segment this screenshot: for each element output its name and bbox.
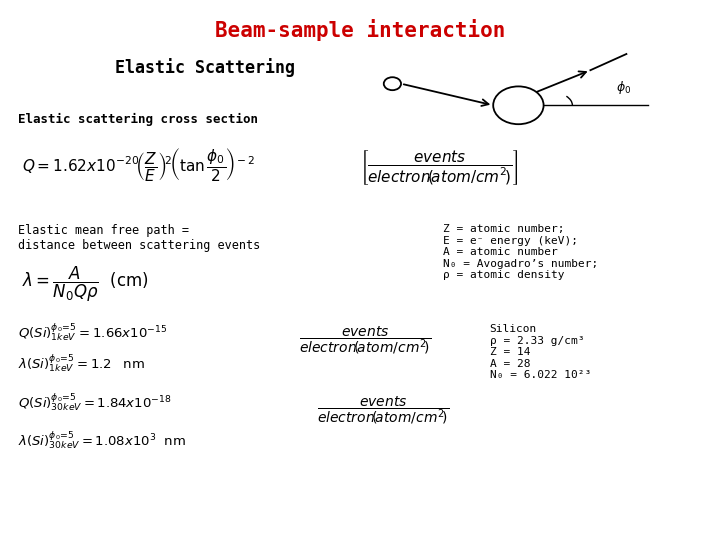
Text: $\lambda(Si)^{\phi_0\!=\!5}_{1keV} = 1.2\;$  nm: $\lambda(Si)^{\phi_0\!=\!5}_{1keV} = 1.2…: [18, 352, 145, 374]
Text: Elastic mean free path =
distance between scattering events: Elastic mean free path = distance betwee…: [18, 224, 260, 252]
Text: $Q(Si)^{\phi_0\!=\!5}_{30keV} = 1.84x10^{-18}$: $Q(Si)^{\phi_0\!=\!5}_{30keV} = 1.84x10^…: [18, 392, 171, 413]
Text: Elastic Scattering: Elastic Scattering: [115, 58, 295, 77]
Text: Elastic scattering cross section: Elastic scattering cross section: [18, 113, 258, 126]
Text: $Q(Si)^{\phi_0\!=\!5}_{1keV} = 1.66x10^{-15}$: $Q(Si)^{\phi_0\!=\!5}_{1keV} = 1.66x10^{…: [18, 321, 167, 343]
Text: $\left[\dfrac{\it{events}}{\it{electron}\!\left(\!atom/cm^2\!\right)}\right]$: $\left[\dfrac{\it{events}}{\it{electron}…: [360, 148, 518, 186]
Text: Beam-sample interaction: Beam-sample interaction: [215, 19, 505, 41]
Text: Z = atomic number;
E = e⁻ energy (keV);
A = atomic number
N₀ = Avogadro’s number: Z = atomic number; E = e⁻ energy (keV); …: [443, 224, 598, 280]
Text: Silicon
ρ = 2.33 g/cm³
Z = 14
A = 28
N₀ = 6.022 10²³: Silicon ρ = 2.33 g/cm³ Z = 14 A = 28 N₀ …: [490, 324, 591, 380]
Text: $Q = 1.62x10^{-20}\!\left(\dfrac{Z}{E}\right)^{\!2}\!\left(\tan\dfrac{\phi_0}{2}: $Q = 1.62x10^{-20}\!\left(\dfrac{Z}{E}\r…: [22, 146, 255, 183]
Text: $\phi_0$: $\phi_0$: [616, 79, 631, 96]
Text: $\lambda(Si)^{\phi_0\!=\!5}_{30keV} = 1.08x10^{3}$  nm: $\lambda(Si)^{\phi_0\!=\!5}_{30keV} = 1.…: [18, 429, 186, 451]
Text: $\lambda = \dfrac{A}{N_0 Q\rho}$  (cm): $\lambda = \dfrac{A}{N_0 Q\rho}$ (cm): [22, 265, 148, 304]
Text: $\dfrac{\it{events}}{\it{electron}\!\left(\!atom/cm^2\!\right)}$: $\dfrac{\it{events}}{\it{electron}\!\lef…: [317, 394, 449, 426]
Text: $\dfrac{\it{events}}{\it{electron}\!\left(\!atom/cm^2\!\right)}$: $\dfrac{\it{events}}{\it{electron}\!\lef…: [299, 324, 431, 356]
